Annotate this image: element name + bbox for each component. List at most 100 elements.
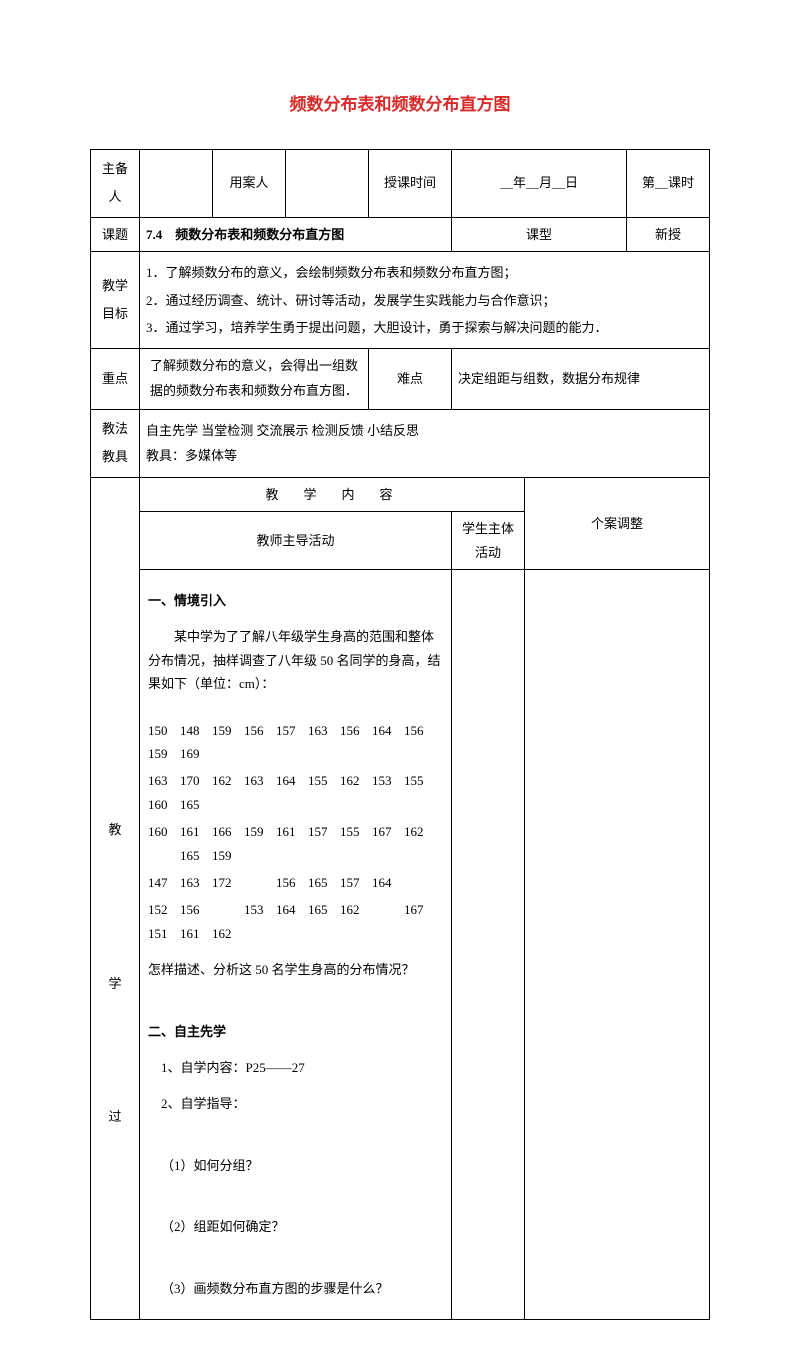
data-number: 170 bbox=[180, 769, 212, 792]
data-number: 166 bbox=[212, 820, 244, 843]
section2-q2: （2）组距如何确定？ bbox=[148, 1215, 443, 1238]
data-row: 147163172156165157164 bbox=[148, 871, 443, 894]
data-number: 163 bbox=[148, 769, 180, 792]
data-number: 157 bbox=[276, 719, 308, 742]
cell-user-value bbox=[286, 149, 369, 217]
label-type: 课型 bbox=[452, 217, 627, 251]
data-number: 157 bbox=[308, 820, 340, 843]
data-number: 156 bbox=[180, 898, 212, 921]
section2-q3: （3）画频数分布直方图的步骤是什么？ bbox=[148, 1277, 443, 1300]
label-teacher-activity: 教师主导活动 bbox=[140, 512, 452, 570]
label-goals: 教学目标 bbox=[91, 252, 140, 349]
section2-l2: 2、自学指导： bbox=[148, 1092, 443, 1115]
section1-para: 某中学为了了解八年级学生身高的范围和整体分布情况，抽样调查了八年级 50 名同学… bbox=[148, 625, 443, 695]
section1-title: 一、情境引入 bbox=[148, 589, 443, 612]
data-number: 164 bbox=[276, 769, 308, 792]
label-preparer: 主备人 bbox=[91, 149, 140, 217]
data-row: 160161166159161157155167162165159 bbox=[148, 820, 443, 867]
data-number: 167 bbox=[372, 820, 404, 843]
label-topic: 课题 bbox=[91, 217, 140, 251]
focus-row: 重点 了解频数分布的意义，会得出一组数据的频数分布表和频数分布直方图． 难点 决… bbox=[91, 349, 710, 409]
data-number: 156 bbox=[276, 871, 308, 894]
data-number: 165 bbox=[308, 871, 340, 894]
label-content-header: 教 学 内 容 bbox=[140, 477, 525, 511]
data-number: 157 bbox=[340, 871, 372, 894]
data-numbers-block: 1501481591561571631561641561591691631701… bbox=[148, 719, 443, 946]
data-number: 164 bbox=[372, 719, 404, 742]
data-number: 150 bbox=[148, 719, 180, 742]
data-number: 163 bbox=[308, 719, 340, 742]
content-header-row: 教 学 过 教 学 内 容 个案调整 bbox=[91, 477, 710, 511]
section2-l1: 1、自学内容：P25——27 bbox=[148, 1056, 443, 1079]
goal-3: 3．通过学习，培养学生勇于提出问题，大胆设计，勇于探索与解决问题的能力． bbox=[146, 316, 703, 339]
data-number: 155 bbox=[404, 769, 436, 792]
data-number: 163 bbox=[244, 769, 276, 792]
cell-date: ＿年＿月＿日 bbox=[452, 149, 627, 217]
cell-goals: 1．了解频数分布的意义，会绘制频数分布表和频数分布直方图； 2．通过经历调查、统… bbox=[140, 252, 710, 349]
data-number: 161 bbox=[276, 820, 308, 843]
topic-row: 课题 7.4 频数分布表和频数分布直方图 课型 新授 bbox=[91, 217, 710, 251]
goals-row: 教学目标 1．了解频数分布的意义，会绘制频数分布表和频数分布直方图； 2．通过经… bbox=[91, 252, 710, 349]
cell-q3: （3）画频数分布直方图的步骤是什么？ bbox=[140, 1258, 452, 1320]
data-number: 153 bbox=[372, 769, 404, 792]
data-number: 163 bbox=[180, 871, 212, 894]
data-number: 161 bbox=[180, 820, 212, 843]
method-line2: 教具：多媒体等 bbox=[146, 444, 703, 467]
cell-difficulty-text: 决定组距与组数，数据分布规律 bbox=[452, 349, 710, 409]
label-student-activity: 学生主体活动 bbox=[452, 512, 525, 570]
data-row: 163170162163164155162153155160165 bbox=[148, 769, 443, 816]
cell-focus-text: 了解频数分布的意义，会得出一组数据的频数分布表和频数分布直方图． bbox=[140, 349, 369, 409]
cell-topic-value: 7.4 频数分布表和频数分布直方图 bbox=[140, 217, 452, 251]
data-row: 150148159156157163156164156159169 bbox=[148, 719, 443, 766]
cell-q1: （1）如何分组？ bbox=[140, 1135, 452, 1196]
label-teaching-process: 教 学 过 bbox=[91, 477, 140, 1319]
label-method: 教法 教具 bbox=[91, 409, 140, 477]
data-number: 165 bbox=[180, 844, 212, 867]
data-number: 162 bbox=[404, 820, 436, 843]
cell-section2-head: 二、自主先学 1、自学内容：P25——27 2、自学指导： bbox=[140, 1001, 452, 1135]
data-number: 155 bbox=[308, 769, 340, 792]
data-number: 155 bbox=[340, 820, 372, 843]
goal-2: 2．通过经历调查、统计、研讨等活动，发展学生实践能力与合作意识； bbox=[146, 289, 703, 312]
cell-adjust-body bbox=[525, 570, 710, 1320]
data-number: 159 bbox=[244, 820, 276, 843]
data-number: 172 bbox=[212, 871, 244, 894]
data-number: 148 bbox=[180, 719, 212, 742]
content-row-1: 一、情境引入 某中学为了了解八年级学生身高的范围和整体分布情况，抽样调查了八年级… bbox=[91, 570, 710, 1001]
data-number: 162 bbox=[340, 898, 372, 921]
data-number: 162 bbox=[212, 922, 244, 945]
data-number: 162 bbox=[340, 769, 372, 792]
cell-q2: （2）组距如何确定？ bbox=[140, 1196, 452, 1257]
data-number: 159 bbox=[212, 844, 244, 867]
data-number: 165 bbox=[308, 898, 340, 921]
label-user: 用案人 bbox=[213, 149, 286, 217]
data-number: 160 bbox=[148, 793, 180, 816]
data-row: 152156153164165162167151161162 bbox=[148, 898, 443, 945]
data-number: 167 bbox=[404, 898, 436, 921]
data-number: 169 bbox=[180, 742, 212, 765]
data-number: 151 bbox=[148, 922, 180, 945]
cell-type-value: 新授 bbox=[627, 217, 710, 251]
data-number: 159 bbox=[148, 742, 180, 765]
section1-question: 怎样描述、分析这 50 名学生身高的分布情况？ bbox=[148, 958, 443, 981]
data-number: 153 bbox=[244, 898, 276, 921]
data-number: 159 bbox=[212, 719, 244, 742]
data-number: 147 bbox=[148, 871, 180, 894]
label-difficulty: 难点 bbox=[369, 349, 452, 409]
cell-preparer-value bbox=[140, 149, 213, 217]
data-number: 156 bbox=[404, 719, 436, 742]
data-number: 156 bbox=[340, 719, 372, 742]
data-number: 161 bbox=[180, 922, 212, 945]
cell-period: 第＿课时 bbox=[627, 149, 710, 217]
cell-method: 自主先学 当堂检测 交流展示 检测反馈 小结反思 教具：多媒体等 bbox=[140, 409, 710, 477]
label-teach-time: 授课时间 bbox=[369, 149, 452, 217]
header-row: 主备人 用案人 授课时间 ＿年＿月＿日 第＿课时 bbox=[91, 149, 710, 217]
section2-q1: （1）如何分组？ bbox=[148, 1154, 443, 1177]
goal-1: 1．了解频数分布的意义，会绘制频数分布表和频数分布直方图； bbox=[146, 261, 703, 284]
document-title: 频数分布表和频数分布直方图 bbox=[90, 90, 710, 121]
cell-student-activity-body bbox=[452, 570, 525, 1320]
page-container: 频数分布表和频数分布直方图 主备人 用案人 授课时间 ＿年＿月＿日 第＿课时 课… bbox=[0, 0, 800, 1370]
data-number: 160 bbox=[148, 820, 180, 843]
label-focus: 重点 bbox=[91, 349, 140, 409]
method-line1: 自主先学 当堂检测 交流展示 检测反馈 小结反思 bbox=[146, 419, 703, 442]
